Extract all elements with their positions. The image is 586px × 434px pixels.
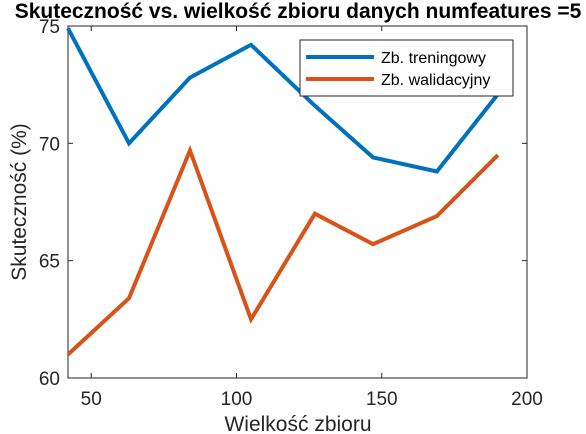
series-line-validation (66, 144, 500, 356)
x-tick-label: 150 (366, 389, 398, 410)
legend-box (299, 39, 514, 97)
y-tick-label: 65 (39, 252, 60, 273)
series-layer (66, 27, 500, 356)
x-tick-label: 50 (81, 389, 102, 410)
x-tick-label: 200 (511, 389, 543, 410)
chart-title: Skuteczność vs. wielkość zbioru danych n… (15, 0, 582, 23)
legend-label-validation: Zb. walidacyjny (381, 72, 490, 89)
legend: Zb. treningowy Zb. walidacyjny (299, 39, 514, 97)
tick-layer: 50 100 150 200 60 65 70 75 (39, 17, 543, 410)
y-axis-label: Skuteczność (%) (8, 123, 31, 281)
x-axis-label: Wielkość zbioru (224, 413, 371, 434)
x-tick-label: 100 (221, 389, 253, 410)
legend-label-training: Zb. treningowy (381, 50, 486, 67)
y-tick-label: 60 (39, 369, 60, 390)
y-tick-label: 70 (39, 134, 60, 155)
y-tick-label: 75 (39, 17, 60, 38)
series-line-training (66, 27, 500, 174)
